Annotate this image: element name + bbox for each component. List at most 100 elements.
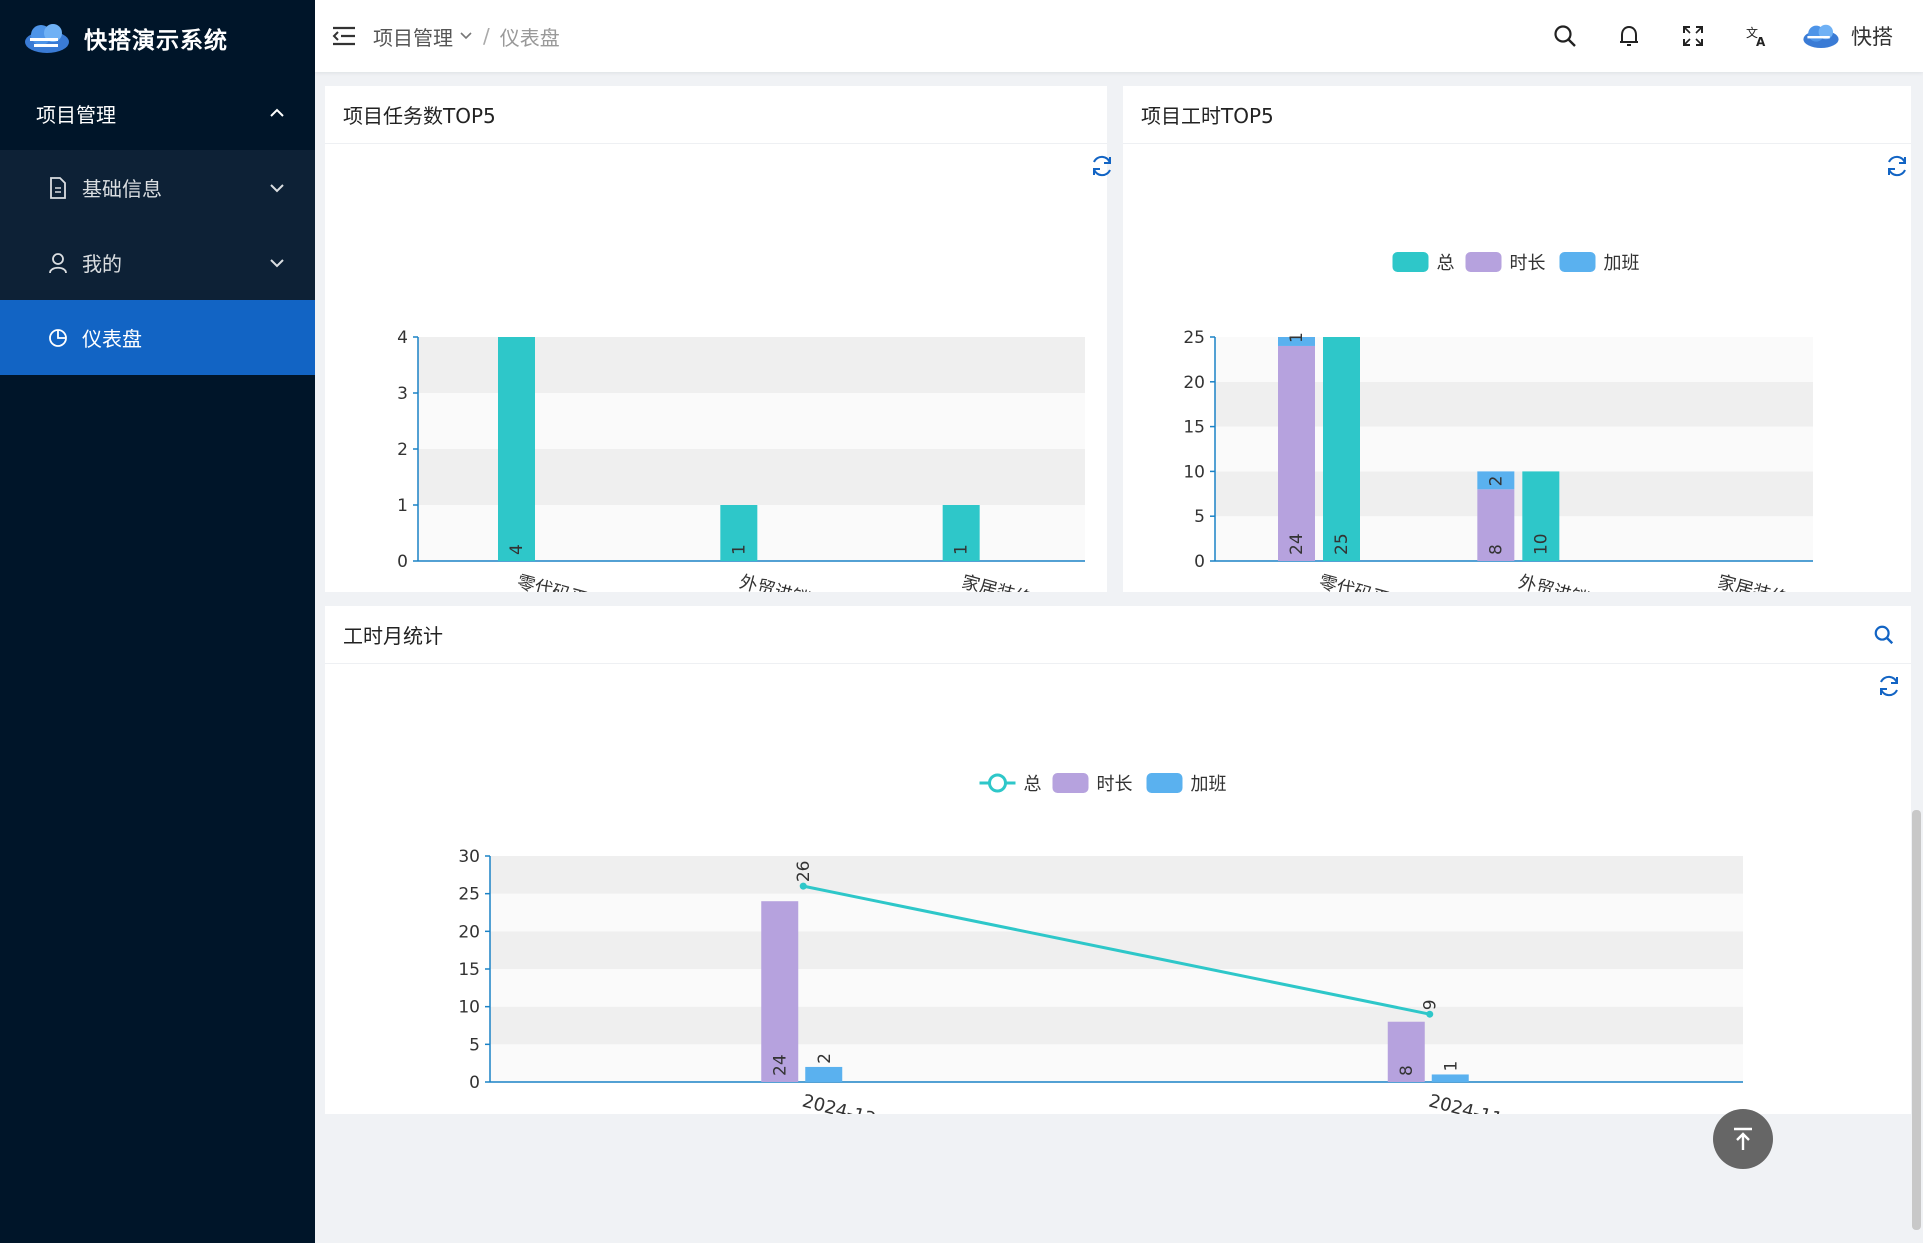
fullscreen-icon xyxy=(1683,26,1703,46)
data-label: 10 xyxy=(1531,533,1551,555)
bar xyxy=(1477,489,1515,561)
legend-swatch xyxy=(1052,773,1089,793)
menu-fold-icon[interactable] xyxy=(331,25,357,47)
x-tick-label: 零代码平台研发 xyxy=(1317,572,1444,592)
refresh-icon[interactable] xyxy=(1885,154,1909,178)
card-title: 工时月统计 xyxy=(343,624,443,648)
legend-swatch xyxy=(1559,252,1596,272)
arrow-up-icon xyxy=(1734,1127,1752,1150)
legend-label: 总 xyxy=(1024,774,1042,795)
legend-label: 时长 xyxy=(1510,253,1546,274)
legend-swatch xyxy=(1465,252,1502,272)
card-title: 项目任务数TOP5 xyxy=(343,104,496,128)
legend-label: 加班 xyxy=(1191,774,1227,795)
app-title: 快搭演示系统 xyxy=(84,28,228,54)
data-label: 9 xyxy=(1421,999,1441,1010)
y-tick-label: 25 xyxy=(458,885,480,905)
data-label: 1 xyxy=(729,544,749,555)
document-icon xyxy=(50,176,66,199)
legend-swatch xyxy=(988,773,1007,793)
line-point xyxy=(799,882,807,890)
x-tick-label: 外贸进销存定制 xyxy=(737,572,864,592)
translate-icon: 文A xyxy=(1746,25,1766,48)
legend-label: 加班 xyxy=(1604,253,1640,274)
chevron-down-icon xyxy=(270,258,284,267)
line-point xyxy=(1426,1010,1434,1018)
breadcrumb-current: 仪表盘 xyxy=(499,25,560,50)
grid-band xyxy=(490,856,1743,894)
bar xyxy=(805,1066,843,1082)
menu-group-label: 项目管理 xyxy=(36,102,116,127)
bar xyxy=(1522,471,1560,561)
data-label: 24 xyxy=(770,1054,790,1076)
y-tick-label: 15 xyxy=(458,960,480,980)
task-chart: 0 1 2 3 4 4 零代码平台研发 1 外贸进销存定制 1 家居装修业客户系统定 xyxy=(397,328,1107,592)
data-label: 4 xyxy=(507,544,527,555)
bar xyxy=(1477,471,1515,490)
sidebar-item-dashboard[interactable]: 仪表盘 xyxy=(0,300,315,375)
grid-band xyxy=(490,1044,1743,1082)
x-tick-label: 2024-12 xyxy=(800,1091,878,1114)
search-icon[interactable] xyxy=(1873,624,1895,646)
refresh-icon[interactable] xyxy=(1090,154,1114,178)
menu-group-project[interactable]: 项目管理 xyxy=(0,76,315,150)
y-tick-label: 20 xyxy=(1183,373,1205,393)
data-label: 26 xyxy=(794,860,814,882)
sidebar-item-mine[interactable]: 我的 xyxy=(0,225,315,300)
search-button[interactable] xyxy=(1533,16,1597,56)
sidebar-item-label: 我的 xyxy=(82,252,122,276)
data-label: 1 xyxy=(952,544,972,555)
x-tick-label: 家居装修业客户系统定 xyxy=(1715,572,1894,592)
fullscreen-button[interactable] xyxy=(1661,16,1725,56)
y-tick-label: 4 xyxy=(397,328,408,348)
legend-label: 时长 xyxy=(1097,774,1133,795)
y-tick-label: 0 xyxy=(1194,552,1205,572)
data-label: 24 xyxy=(1287,533,1307,555)
y-tick-label: 30 xyxy=(458,847,480,867)
avatar xyxy=(1803,24,1839,48)
grid-band xyxy=(490,1006,1743,1045)
hours-chart: 总 时长 加班 0 5 10 15 20 25 24 1 25 零代码平台研发 8 2 10 外贸进销存定制 家居… xyxy=(1183,252,1895,592)
legend-label: 总 xyxy=(1437,253,1455,274)
scrollbar[interactable] xyxy=(1912,810,1921,1230)
y-tick-label: 2 xyxy=(397,440,408,460)
breadcrumb-project[interactable]: 项目管理 xyxy=(373,25,453,50)
breadcrumb-separator: / xyxy=(483,24,490,48)
card-monthly-hours: 工时月统计 总 时长 加班 0 5 10 15 20 25 30 24 2 2024-12 8 1 2024-… xyxy=(325,606,1911,1114)
pie-chart-icon xyxy=(49,328,67,347)
user-menu[interactable]: 快搭 xyxy=(1801,20,1893,52)
y-tick-label: 3 xyxy=(397,384,408,404)
bar xyxy=(1323,337,1360,561)
y-tick-label: 1 xyxy=(397,496,408,516)
data-label: 2 xyxy=(815,1053,835,1064)
svg-text:A: A xyxy=(1756,35,1766,48)
line-series-total xyxy=(802,884,1431,1016)
user-name: 快搭 xyxy=(1851,25,1893,49)
back-to-top-button[interactable] xyxy=(1713,1109,1773,1169)
breadcrumb: 项目管理 / 仪表盘 xyxy=(373,22,1533,51)
bell-icon xyxy=(1620,25,1638,46)
sidebar-item-basic-info[interactable]: 基础信息 xyxy=(0,150,315,225)
x-tick-label: 零代码平台研发 xyxy=(515,572,642,592)
chevron-up-icon xyxy=(270,108,284,117)
data-label: 8 xyxy=(1486,544,1506,555)
bar xyxy=(1387,1021,1425,1082)
bar xyxy=(1278,337,1315,346)
y-tick-label: 10 xyxy=(1183,462,1205,482)
sidebar-item-label: 仪表盘 xyxy=(82,327,142,351)
card-title: 项目工时TOP5 xyxy=(1141,104,1274,128)
notifications-button[interactable] xyxy=(1597,16,1661,56)
bar xyxy=(942,505,980,561)
logo[interactable]: 快搭演示系统 xyxy=(0,0,315,76)
refresh-icon[interactable] xyxy=(1877,674,1901,698)
chevron-down-icon xyxy=(270,183,284,192)
y-tick-label: 5 xyxy=(469,1035,480,1055)
user-icon xyxy=(49,252,67,273)
data-label: 25 xyxy=(1332,533,1352,555)
grid-band xyxy=(490,969,1743,1007)
monthly-chart: 总 时长 加班 0 5 10 15 20 25 30 24 2 2024-12 8 1 2024-11 26 9 xyxy=(458,773,1743,1114)
chevron-down-icon[interactable] xyxy=(459,31,473,41)
data-label: 8 xyxy=(1397,1065,1417,1076)
